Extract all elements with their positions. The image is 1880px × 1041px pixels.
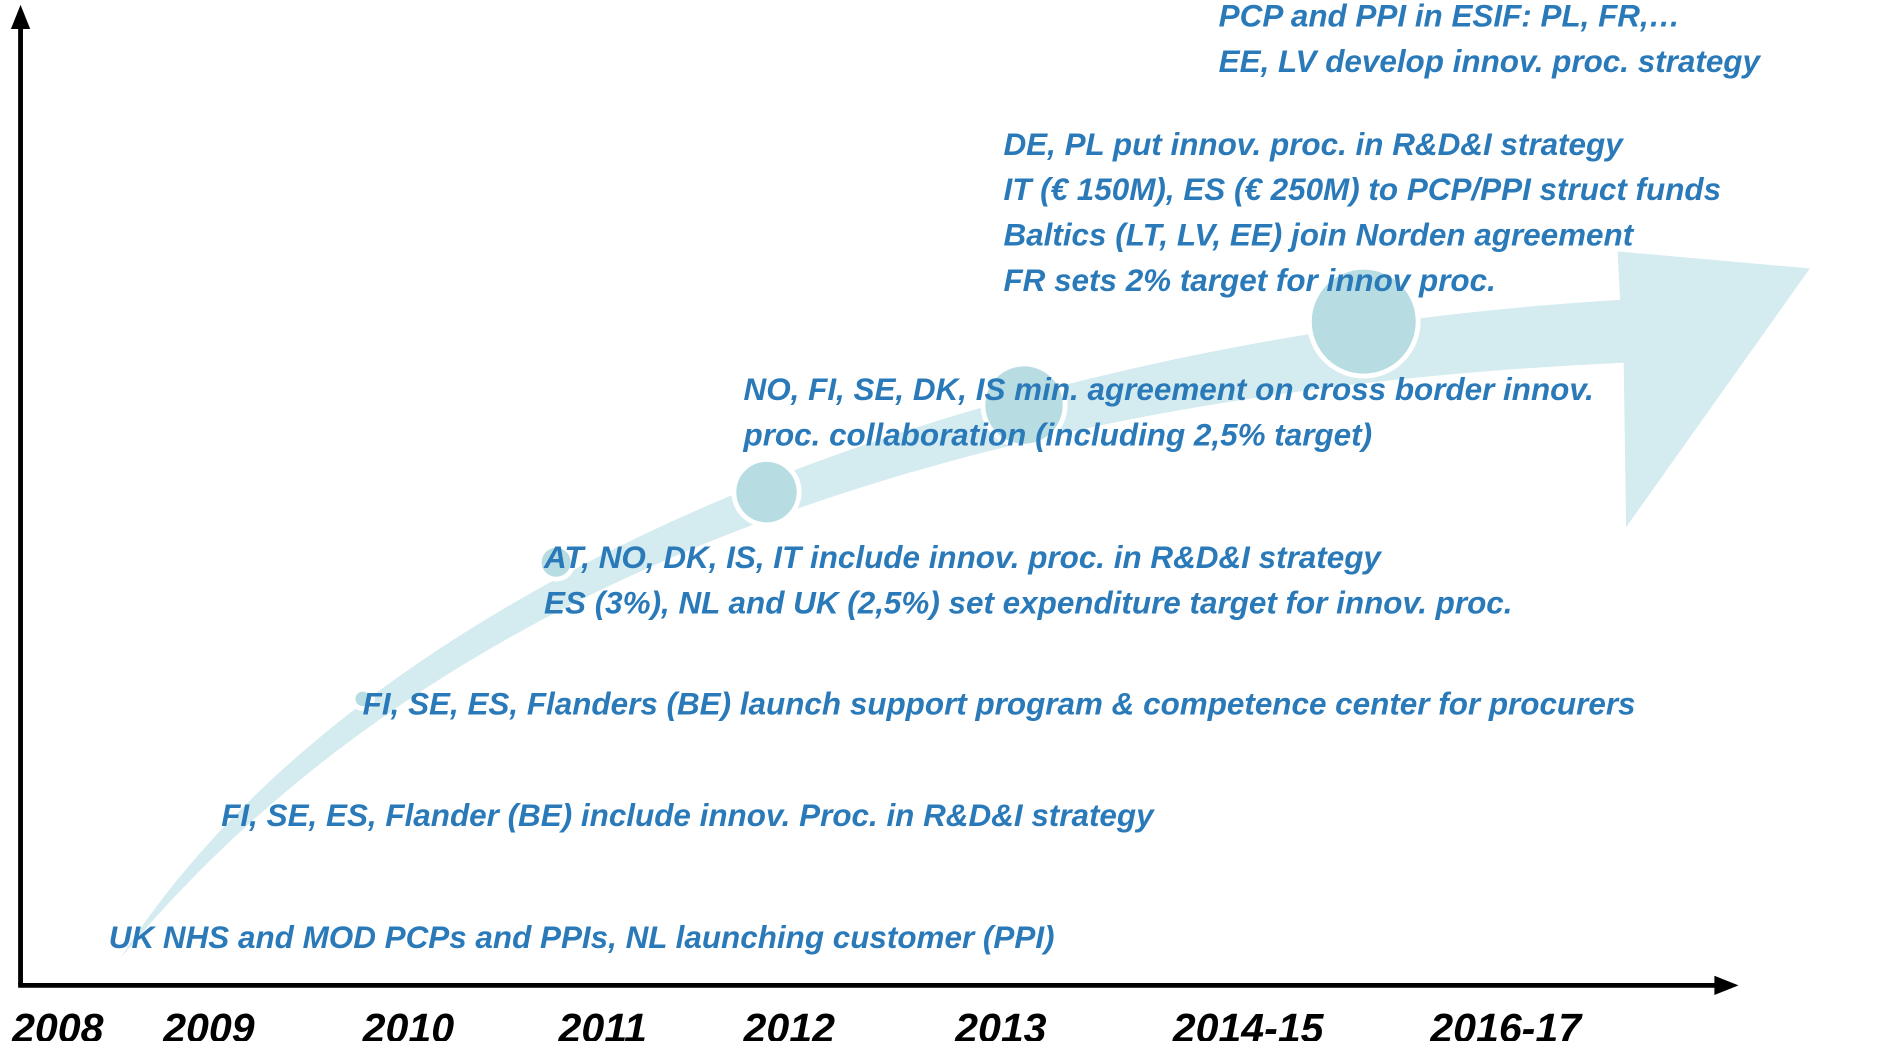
- milestone-text: FI, SE, ES, Flander (BE) include innov. …: [221, 798, 1155, 833]
- milestone-text: UK NHS and MOD PCPs and PPIs, NL launchi…: [109, 920, 1055, 955]
- year-label: 2011: [558, 1005, 647, 1041]
- dot: [536, 542, 576, 582]
- x-axis-arrow: [1714, 975, 1739, 996]
- growth-arrow: [120, 251, 1810, 958]
- year-label: 2009: [162, 1005, 255, 1041]
- dot: [350, 686, 375, 711]
- milestone-text: PCP and PPI in ESIF: PL, FR,…: [1219, 0, 1680, 34]
- year-label: 2010: [362, 1005, 455, 1041]
- dot: [1306, 264, 1421, 379]
- year-label: 2016-17: [1429, 1005, 1583, 1041]
- milestone-text: IT (€ 150M), ES (€ 250M) to PCP/PPI stru…: [1003, 172, 1721, 207]
- dot: [980, 361, 1068, 449]
- milestone-text: NO, FI, SE, DK, IS min. agreement on cro…: [744, 372, 1594, 407]
- milestone-text: Baltics (LT, LV, EE) join Norden agreeme…: [1003, 217, 1634, 252]
- milestone-text: DE, PL put innov. proc. in R&D&I strateg…: [1003, 127, 1624, 162]
- milestone-text: FR sets 2% target for innov proc.: [1003, 263, 1495, 298]
- dot: [731, 457, 802, 528]
- y-axis-arrow: [10, 4, 31, 30]
- milestone-text: FI, SE, ES, Flanders (BE) launch support…: [363, 687, 1636, 722]
- year-label: 2014-15: [1172, 1005, 1325, 1041]
- milestone-text: ES (3%), NL and UK (2,5%) set expenditur…: [544, 586, 1512, 621]
- milestone-text: AT, NO, DK, IS, IT include innov. proc. …: [543, 540, 1382, 575]
- milestone-dots: [350, 264, 1421, 711]
- milestone-text: EE, LV develop innov. proc. strategy: [1219, 44, 1762, 79]
- year-label: 2008: [11, 1005, 104, 1041]
- milestone-text: proc. collaboration (including 2,5% targ…: [743, 418, 1372, 453]
- year-label: 2012: [743, 1005, 836, 1041]
- labels: 2008 2009 2010 2011 2012 2013 2014-15 2016-17 UK…: [11, 0, 1761, 1041]
- year-label: 2013: [954, 1005, 1047, 1041]
